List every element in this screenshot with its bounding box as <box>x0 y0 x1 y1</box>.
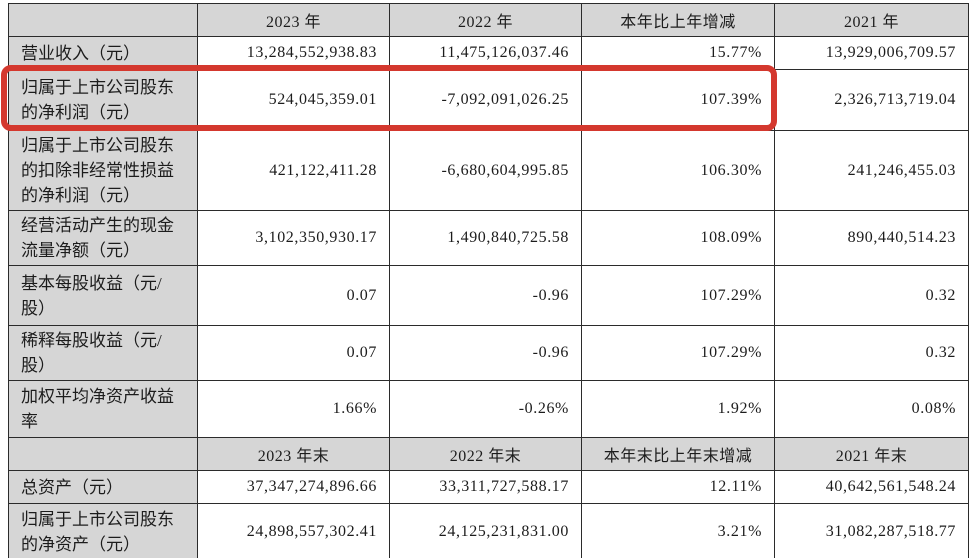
value-change: 108.09% <box>581 210 775 266</box>
value-change: 107.29% <box>581 265 775 326</box>
value-2022: -0.26% <box>389 380 582 438</box>
value-2022: 11,475,126,037.46 <box>389 36 582 70</box>
value-2021: 2,326,713,719.04 <box>774 69 969 131</box>
value-change: 15.77% <box>581 36 775 70</box>
value-2021: 40,642,561,548.24 <box>774 470 969 504</box>
value-2022: 24,125,231,831.00 <box>389 503 582 558</box>
value-2021: 13,929,006,709.57 <box>774 36 969 70</box>
row-net-assets-attributable: 归属于上市公司股东的净资产（元） 24,898,557,302.41 24,12… <box>8 503 969 558</box>
row-net-profit-attributable: 归属于上市公司股东的净利润（元） 524,045,359.01 -7,092,0… <box>8 69 969 131</box>
value-2023: 37,347,274,896.66 <box>197 470 390 504</box>
value-2022: -6,680,604,995.85 <box>389 130 582 211</box>
value-2021: 0.32 <box>774 265 969 326</box>
annual-header-row: 2023 年 2022 年 本年比上年增减 2021 年 <box>8 3 969 37</box>
value-change: 12.11% <box>581 470 775 504</box>
header-yoy-change: 本年比上年增减 <box>581 3 775 37</box>
header-yearend-change: 本年末比上年末增减 <box>581 437 775 471</box>
value-2022: 1,490,840,725.58 <box>389 210 582 266</box>
value-2022: -0.96 <box>389 265 582 326</box>
financial-summary-table: 2023 年 2022 年 本年比上年增减 2021 年 营业收入（元） 13,… <box>8 3 969 558</box>
value-2023: 0.07 <box>197 265 390 326</box>
metric-label: 加权平均净资产收益率 <box>8 380 198 438</box>
value-2021: 241,246,455.03 <box>774 130 969 211</box>
header-2023: 2023 年 <box>197 3 390 37</box>
corner-cell <box>8 437 198 471</box>
row-operating-revenue: 营业收入（元） 13,284,552,938.83 11,475,126,037… <box>8 36 969 70</box>
value-2023: 524,045,359.01 <box>197 69 390 131</box>
value-2023: 0.07 <box>197 325 390 381</box>
value-2022: -0.96 <box>389 325 582 381</box>
value-2022: 33,311,727,588.17 <box>389 470 582 504</box>
value-2021: 0.32 <box>774 325 969 381</box>
value-2021: 0.08% <box>774 380 969 438</box>
metric-label: 归属于上市公司股东的净利润（元） <box>8 69 198 131</box>
header-2022: 2022 年 <box>389 3 582 37</box>
row-total-assets: 总资产（元） 37,347,274,896.66 33,311,727,588.… <box>8 470 969 504</box>
row-net-profit-excl-nonrecurring: 归属于上市公司股东的扣除非经常性损益的净利润（元） 421,122,411.28… <box>8 130 969 211</box>
value-2023: 421,122,411.28 <box>197 130 390 211</box>
value-change: 3.21% <box>581 503 775 558</box>
header-2022-yearend: 2022 年末 <box>389 437 582 471</box>
metric-label: 经营活动产生的现金流量净额（元） <box>8 210 198 266</box>
value-2021: 890,440,514.23 <box>774 210 969 266</box>
row-weighted-avg-roe: 加权平均净资产收益率 1.66% -0.26% 1.92% 0.08% <box>8 380 969 438</box>
header-2023-yearend: 2023 年末 <box>197 437 390 471</box>
metric-label: 归属于上市公司股东的净资产（元） <box>8 503 198 558</box>
row-operating-cash-flow: 经营活动产生的现金流量净额（元） 3,102,350,930.17 1,490,… <box>8 210 969 266</box>
value-change: 106.30% <box>581 130 775 211</box>
metric-label: 稀释每股收益（元/股） <box>8 325 198 381</box>
value-2022: -7,092,091,026.25 <box>389 69 582 131</box>
corner-cell <box>8 3 198 37</box>
value-2023: 3,102,350,930.17 <box>197 210 390 266</box>
header-2021-yearend: 2021 年末 <box>774 437 969 471</box>
value-2023: 1.66% <box>197 380 390 438</box>
value-change: 107.29% <box>581 325 775 381</box>
metric-label: 总资产（元） <box>8 470 198 504</box>
row-diluted-eps: 稀释每股收益（元/股） 0.07 -0.96 107.29% 0.32 <box>8 325 969 381</box>
value-2023: 24,898,557,302.41 <box>197 503 390 558</box>
metric-label: 归属于上市公司股东的扣除非经常性损益的净利润（元） <box>8 130 198 211</box>
header-2021: 2021 年 <box>774 3 969 37</box>
value-change: 1.92% <box>581 380 775 438</box>
value-2021: 31,082,287,518.77 <box>774 503 969 558</box>
metric-label: 基本每股收益（元/股） <box>8 265 198 326</box>
value-2023: 13,284,552,938.83 <box>197 36 390 70</box>
metric-label: 营业收入（元） <box>8 36 198 70</box>
row-basic-eps: 基本每股收益（元/股） 0.07 -0.96 107.29% 0.32 <box>8 265 969 326</box>
value-change: 107.39% <box>581 69 775 131</box>
yearend-header-row: 2023 年末 2022 年末 本年末比上年末增减 2021 年末 <box>8 437 969 471</box>
